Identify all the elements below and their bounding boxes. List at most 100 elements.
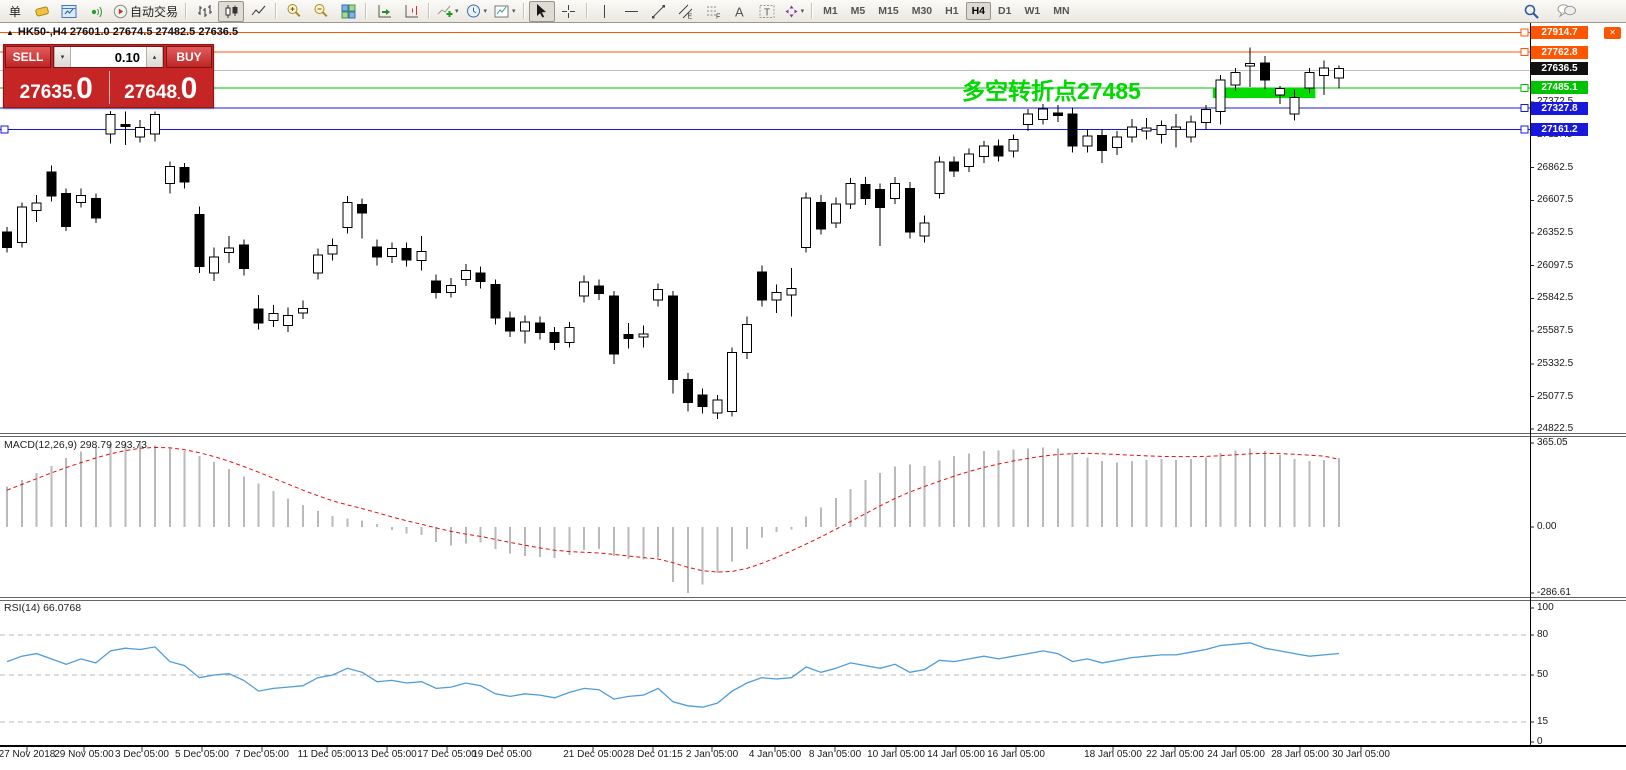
time-axis-label: 22 Jan 05:00	[1146, 749, 1204, 760]
price-tick-label: 25842.5	[1537, 292, 1574, 304]
tab-timeframe-m30[interactable]: M30	[911, 5, 933, 17]
cursor-icon[interactable]	[528, 0, 555, 22]
tab-timeframe-m15[interactable]: M15	[878, 5, 899, 17]
macd-indicator-label: MACD(12,26,9) 298.79 293.73	[4, 439, 148, 451]
auto-scroll-icon[interactable]	[371, 1, 397, 22]
tab-timeframe-d1[interactable]: D1	[998, 5, 1012, 17]
tile-windows-icon[interactable]	[335, 1, 361, 22]
price-tag: 27161.2	[1531, 122, 1588, 136]
auto-trading-label: 自动交易	[130, 4, 179, 19]
time-axis-label: 13 Dec 05:00	[357, 749, 417, 760]
macd-tick-label: 365.05	[1537, 437, 1568, 448]
price-tag: 27636.5	[1531, 61, 1588, 75]
price-tick-label: 25077.5	[1537, 390, 1574, 402]
time-axis-label: 17 Dec 05:00	[417, 749, 477, 760]
horizontal-lines[interactable]	[0, 28, 1530, 134]
tab-timeframe-h1[interactable]: H1	[945, 5, 959, 17]
rsi-tick-label: 50	[1537, 669, 1549, 680]
main-toolbar: 单 自动交易 ▾ ▾ ▾ E F A T ▾ M1 M5 M15 M30 H1 …	[0, 0, 1626, 23]
tab-timeframe-w1[interactable]: W1	[1024, 5, 1041, 17]
rsi-tick-label: 15	[1537, 715, 1549, 727]
tab-timeframe-mn[interactable]: MN	[1053, 5, 1070, 17]
candlestick-chart-icon[interactable]	[218, 0, 245, 22]
rsi-indicator-label: RSI(14) 66.0768	[4, 602, 82, 614]
vertical-line-tool-icon[interactable]	[592, 1, 618, 22]
line-chart-icon[interactable]	[245, 1, 271, 22]
signal-icon[interactable]	[83, 1, 109, 22]
svg-text:A: A	[735, 4, 744, 19]
trendline-tool-icon[interactable]	[646, 1, 672, 22]
auto-trading-button[interactable]: 自动交易	[110, 1, 181, 22]
rsi-tick-label: 100	[1537, 602, 1554, 613]
time-axis-label: 30 Jan 05:00	[1332, 749, 1390, 760]
candlestick-series	[2, 47, 1344, 420]
time-axis-label: 4 Jan 05:00	[748, 749, 802, 760]
periods-icon[interactable]: ▾	[463, 1, 491, 22]
auto-trading-icon	[113, 4, 128, 18]
time-axis-label: 29 Nov 05:00	[54, 749, 114, 760]
tab-timeframe-m5[interactable]: M5	[850, 5, 866, 17]
chevron-down-icon: ▾	[483, 8, 488, 15]
market-watch-icon[interactable]	[56, 1, 82, 22]
fibonacci-tool-icon[interactable]: F	[700, 1, 726, 22]
rsi-line	[6, 642, 1340, 708]
sell-price-frac: 0	[76, 72, 93, 105]
svg-text:F: F	[716, 13, 720, 19]
one-click-trading-panel: SELL ▾ ▴ BUY 27635.0 27648.0	[3, 44, 214, 108]
tab-timeframe-h4[interactable]: H4	[965, 2, 992, 20]
volume-decrease-button[interactable]: ▾	[54, 47, 71, 67]
time-axis-label: 16 Jan 05:00	[987, 749, 1045, 760]
zoom-out-icon[interactable]	[308, 1, 334, 22]
horizontal-line-tool-icon[interactable]	[619, 1, 645, 22]
panel-divider	[108, 71, 110, 104]
buy-price[interactable]: 27648. 0	[109, 68, 214, 107]
arrows-tool-icon[interactable]: ▾	[781, 1, 808, 22]
sell-price[interactable]: 27635. 0	[4, 68, 109, 107]
support-zone-rect[interactable]	[1212, 88, 1316, 99]
text-tool-icon[interactable]: A	[727, 1, 753, 22]
chart-title: ▲ HK50-,H4 27601.0 27674.5 27482.5 27636…	[6, 26, 238, 38]
time-axis-label: 10 Jan 05:00	[867, 749, 925, 760]
pivot-annotation-text[interactable]: 多空转折点27485	[962, 78, 1141, 104]
indicators-icon[interactable]: ▾	[434, 1, 462, 22]
ticket-icon[interactable]	[29, 1, 55, 22]
sell-price-int: 27635	[19, 82, 73, 103]
price-tag: 27762.8	[1531, 45, 1588, 59]
crosshair-icon[interactable]	[556, 1, 582, 22]
rsi-level-lines	[0, 634, 1530, 723]
price-tick-label: 24822.5	[1537, 423, 1574, 435]
zoom-in-icon[interactable]	[281, 1, 307, 22]
price-tag: 27327.8	[1531, 101, 1588, 115]
bar-chart-icon[interactable]	[191, 1, 217, 22]
chat-icon[interactable]	[1554, 1, 1580, 22]
time-axis-label: 7 Dec 05:00	[235, 749, 289, 760]
volume-input[interactable]	[71, 47, 146, 67]
time-axis-label: 18 Jan 05:00	[1084, 749, 1142, 760]
price-tag: 27485.1	[1531, 81, 1588, 95]
time-axis-label: 14 Jan 05:00	[927, 749, 985, 760]
svg-text:E: E	[687, 13, 692, 19]
volume-increase-button[interactable]: ▴	[146, 47, 163, 67]
line-close-button[interactable]: ✕	[1604, 27, 1621, 39]
sell-button[interactable]: SELL	[5, 46, 51, 68]
new-order-button[interactable]: 单	[8, 4, 21, 19]
chart-shift-icon[interactable]	[398, 1, 424, 22]
price-tick-label: 26097.5	[1537, 259, 1574, 271]
macd-tick-label: 0.00	[1537, 521, 1557, 532]
macd-histogram	[6, 443, 1340, 593]
chart-frame	[0, 23, 1626, 752]
buy-price-frac: 0	[180, 72, 198, 105]
search-icon[interactable]	[1518, 1, 1544, 22]
sell-price-dot: .	[72, 87, 77, 102]
price-tick-label: 26352.5	[1537, 227, 1574, 238]
channel-tool-icon[interactable]: E	[673, 1, 699, 22]
time-axis-label: 21 Dec 05:00	[563, 749, 623, 760]
buy-button[interactable]: BUY	[166, 46, 212, 68]
symbol-marker-icon: ▲	[6, 27, 14, 37]
text-label-tool-icon[interactable]: T	[754, 1, 780, 22]
templates-icon[interactable]: ▾	[491, 1, 519, 22]
tab-timeframe-m1[interactable]: M1	[823, 5, 838, 17]
rsi-tick-label: 80	[1537, 628, 1549, 640]
